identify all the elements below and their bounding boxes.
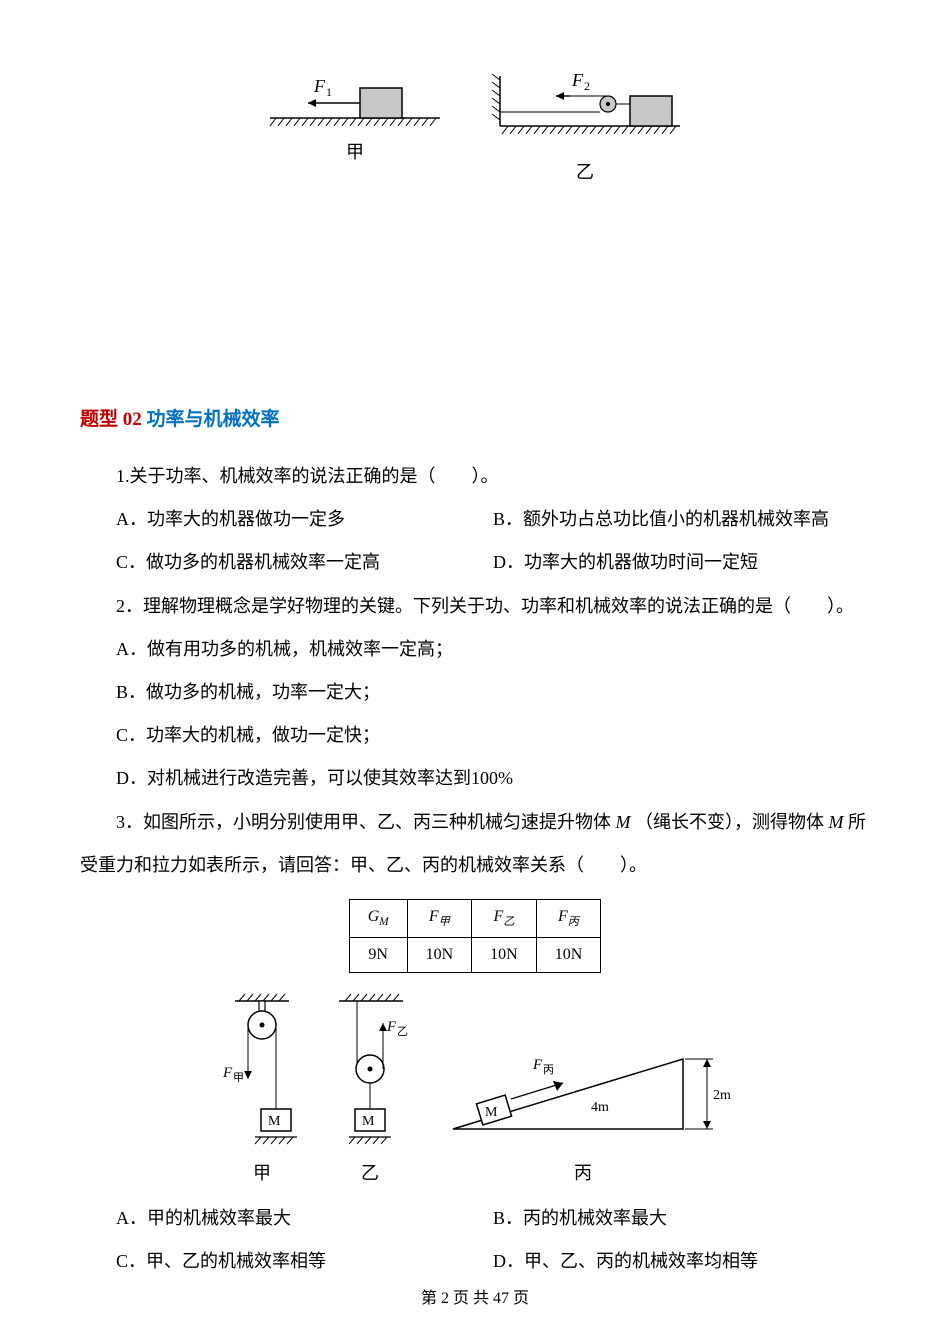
svg-text:丙: 丙 — [543, 1064, 554, 1076]
q1-opt-a: A．功率大的机器做功一定多 — [116, 498, 493, 541]
q3-row-ab: A．甲的机械效率最大 B．丙的机械效率最大 — [80, 1197, 870, 1240]
q3-opt-d: D．甲、乙、丙的机械效率均相等 — [493, 1240, 870, 1283]
svg-text:F: F — [532, 1057, 543, 1073]
table-cell-fjia: 10N — [407, 938, 472, 973]
svg-text:M: M — [268, 1114, 281, 1129]
q3-fig-jia: F 甲 M 甲 — [217, 989, 307, 1185]
jia-label: 甲 — [346, 138, 364, 164]
svg-text:2m: 2m — [713, 1088, 731, 1103]
q3-fig-bing: M F 丙 4m 2m 丙 — [433, 1019, 733, 1185]
q2-opt-b: B．做功多的机械，功率一定大； — [80, 671, 870, 714]
q3-stem: 3．如图所示，小明分别使用甲、乙、丙三种机械匀速提升物体 M （绳长不变），测得… — [80, 801, 870, 887]
table-cell-fbing: 10N — [536, 938, 601, 973]
q3-jia-label: 甲 — [253, 1159, 271, 1185]
svg-text:乙: 乙 — [397, 1025, 408, 1038]
q3-row-cd: C．甲、乙的机械效率相等 D．甲、乙、丙的机械效率均相等 — [80, 1240, 870, 1283]
table-header-fyi: F乙 — [472, 899, 537, 937]
q1-opt-d: D．功率大的机器做功时间一定短 — [493, 541, 870, 584]
q2-opt-d: D．对机械进行改造完善，可以使其效率达到100% — [80, 757, 870, 800]
yi-label: 乙 — [576, 158, 594, 184]
q1-row-cd: C．做功多的机器机械效率一定高 D．功率大的机器做功时间一定短 — [80, 541, 870, 584]
top-figure-row: F 1 甲 — [80, 70, 870, 184]
q3-data-table: GM F甲 F乙 F丙 9N 10N 10N 10N — [349, 899, 602, 973]
q3-opt-c: C．甲、乙的机械效率相等 — [116, 1240, 493, 1283]
q3-fig-yi: F 乙 M 乙 — [325, 989, 415, 1185]
q2-opt-a: A．做有用功多的机械，机械效率一定高； — [80, 628, 870, 671]
table-header-fbing: F丙 — [536, 899, 601, 937]
q2-opt-c: C．功率大的机械，做功一定快； — [80, 714, 870, 757]
section-title: 功率与机械效率 — [142, 409, 280, 430]
svg-text:2: 2 — [584, 79, 590, 93]
q1-opt-b: B．额外功占总功比值小的机器机械效率高 — [493, 498, 870, 541]
svg-text:F: F — [222, 1065, 233, 1081]
jia-pulley-svg: F 甲 M — [217, 989, 307, 1149]
page-footer: 第 2 页 共 47 页 — [0, 1284, 950, 1308]
q3-yi-label: 乙 — [361, 1159, 379, 1185]
q3-m2: M — [824, 812, 848, 832]
section-prefix: 题型 02 — [80, 409, 142, 430]
q3-opt-a: A．甲的机械效率最大 — [116, 1197, 493, 1240]
q2-stem: 2．理解物理概念是学好物理的关键。下列关于功、功率和机械效率的说法正确的是（ ）… — [80, 585, 870, 628]
q3-opt-b: B．丙的机械效率最大 — [493, 1197, 870, 1240]
yi-pulley-svg: F 乙 M — [325, 989, 415, 1149]
svg-text:M: M — [485, 1105, 498, 1120]
svg-text:F: F — [386, 1019, 397, 1035]
table-cell-gm: 9N — [349, 938, 407, 973]
top-figure-yi: F 2 乙 — [480, 70, 690, 184]
section-header: 题型 02 功率与机械效率 — [80, 404, 870, 431]
svg-text:M: M — [362, 1114, 375, 1129]
q1-opt-c: C．做功多的机器机械效率一定高 — [116, 541, 493, 584]
bing-incline-svg: M F 丙 4m 2m — [433, 1019, 733, 1149]
svg-text:甲: 甲 — [233, 1072, 244, 1084]
q3-stem-part2: （绳长不变），测得物体 — [635, 812, 824, 832]
q3-figure-row: F 甲 M 甲 — [80, 989, 870, 1185]
table-header-gm: GM — [349, 899, 407, 937]
table-cell-fyi: 10N — [472, 938, 537, 973]
q1-stem: 1.关于功率、机械效率的说法正确的是（ ）。 — [80, 455, 870, 498]
yi-diagram-svg: F 2 — [480, 70, 690, 150]
table-header-fjia: F甲 — [407, 899, 472, 937]
q3-bing-label: 丙 — [574, 1159, 592, 1185]
q1-row-ab: A．功率大的机器做功一定多 B．额外功占总功比值小的机器机械效率高 — [80, 498, 870, 541]
top-figure-jia: F 1 甲 — [260, 70, 450, 184]
svg-text:F: F — [313, 76, 326, 96]
q3-m1: M — [611, 812, 635, 832]
svg-text:F: F — [571, 70, 584, 90]
q3-stem-part1: 3．如图所示，小明分别使用甲、乙、丙三种机械匀速提升物体 — [116, 812, 611, 832]
svg-text:1: 1 — [326, 85, 332, 99]
jia-diagram-svg: F 1 — [260, 70, 450, 130]
svg-text:4m: 4m — [591, 1100, 609, 1115]
